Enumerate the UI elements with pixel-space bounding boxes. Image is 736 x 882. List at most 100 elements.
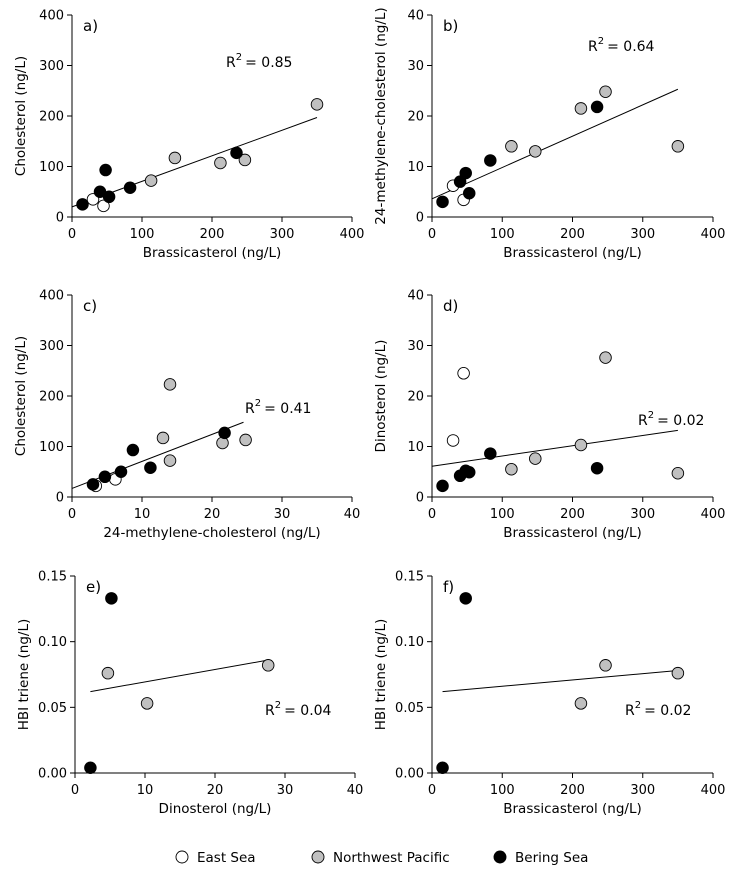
data-point-northwest-pacific xyxy=(140,697,154,710)
x-tick-label: 0 xyxy=(71,783,79,798)
x-tick-label: 100 xyxy=(490,507,515,522)
y-tick-label: 0.15 xyxy=(38,570,67,585)
data-point-northwest-pacific xyxy=(261,659,275,672)
regression-line xyxy=(90,659,269,693)
data-point-northwest-pacific xyxy=(216,436,229,450)
x-tick-label: 200 xyxy=(200,227,225,242)
data-point-bering-sea xyxy=(590,100,604,114)
y-tick-label: 30 xyxy=(407,339,424,354)
x-tick-label: 400 xyxy=(701,783,726,798)
legend-label: Northwest Pacific xyxy=(333,850,450,866)
x-tick-label: 300 xyxy=(630,507,655,522)
x-axis-label: Brassicasterol (ng/L) xyxy=(503,245,642,261)
x-tick-label: 30 xyxy=(277,783,294,798)
y-tick-label: 0 xyxy=(416,491,424,506)
regression-line xyxy=(71,421,244,489)
data-point-bering-sea xyxy=(484,447,497,460)
y-tick-label: 0 xyxy=(416,211,424,226)
y-tick-label: 300 xyxy=(39,59,64,74)
y-tick-label: 0.15 xyxy=(395,570,424,585)
data-point-northwest-pacific xyxy=(671,140,685,153)
x-tick-label: 40 xyxy=(344,507,361,522)
x-axis-label: Dinosterol (ng/L) xyxy=(159,801,272,817)
data-point-bering-sea xyxy=(436,195,449,209)
x-tick-label: 200 xyxy=(560,227,585,242)
data-point-bering-sea xyxy=(436,761,449,774)
data-point-northwest-pacific xyxy=(310,98,324,111)
y-tick-label: 30 xyxy=(407,59,424,74)
y-tick-label: 10 xyxy=(407,440,424,455)
data-point-northwest-pacific xyxy=(505,140,518,153)
data-point-northwest-pacific xyxy=(599,351,612,364)
y-tick-label: 0.00 xyxy=(38,767,67,782)
data-point-bering-sea xyxy=(76,198,89,211)
x-axis-label: 24-methylene-cholesterol (ng/L) xyxy=(103,525,320,541)
y-tick-label: 300 xyxy=(39,339,64,354)
data-point-northwest-pacific xyxy=(574,697,588,710)
y-tick-label: 400 xyxy=(39,289,64,304)
y-tick-label: 0.05 xyxy=(395,701,424,716)
legend-marker xyxy=(175,850,189,864)
y-axis-label: Dinosterol (ng/L) xyxy=(373,340,389,453)
r-squared-label: R2 = 0.64 xyxy=(588,36,655,55)
y-tick-label: 20 xyxy=(407,390,424,405)
x-tick-label: 400 xyxy=(701,227,726,242)
panel-f: 0 100 200 300 400 0.00 0.05 0.10 0.15 Brassicaste… xyxy=(373,570,725,818)
y-axis-label: Cholesterol (ng/L) xyxy=(13,336,29,456)
panel-label: e) xyxy=(86,578,101,596)
y-tick-label: 0.05 xyxy=(38,701,67,716)
x-tick-label: 0 xyxy=(428,227,436,242)
x-tick-label: 400 xyxy=(340,227,365,242)
y-tick-label: 200 xyxy=(39,110,64,125)
legend: East Sea Northwest Pacific Bering Sea xyxy=(175,850,588,866)
data-point-bering-sea xyxy=(86,478,100,491)
data-point-northwest-pacific xyxy=(671,666,685,680)
data-point-bering-sea xyxy=(459,592,472,605)
data-point-northwest-pacific xyxy=(163,454,177,467)
data-point-bering-sea xyxy=(218,426,231,440)
panel-label: f) xyxy=(443,578,454,596)
y-tick-label: 40 xyxy=(407,9,424,24)
y-axis-label: HBI triene (ng/L) xyxy=(373,619,389,730)
panel-a: 0 100 200 300 400 0 100 200 300 400 Brassicasterol… xyxy=(13,9,364,262)
data-point-bering-sea xyxy=(105,592,118,605)
y-tick-label: 100 xyxy=(39,440,64,455)
data-point-bering-sea xyxy=(102,190,116,204)
legend-label: Bering Sea xyxy=(515,850,588,866)
x-tick-label: 20 xyxy=(207,783,224,798)
legend-label: East Sea xyxy=(197,850,256,866)
panel-label: d) xyxy=(443,297,458,315)
data-point-northwest-pacific xyxy=(529,452,542,465)
panel-b: 0 100 200 300 400 0 10 20 30 40 Brassicasterol (ng… xyxy=(373,7,725,261)
data-point-east-sea xyxy=(457,367,470,380)
data-point-bering-sea xyxy=(453,175,467,188)
r-squared-label: R2 = 0.41 xyxy=(245,398,311,417)
data-point-northwest-pacific xyxy=(574,438,588,452)
data-point-bering-sea xyxy=(84,761,97,774)
x-tick-label: 0 xyxy=(428,507,436,522)
data-point-bering-sea xyxy=(126,443,140,457)
y-tick-label: 100 xyxy=(39,160,64,175)
y-axis-label: 24-methylene-cholesterol (ng/L) xyxy=(373,7,389,224)
legend-marker xyxy=(311,850,325,864)
data-point-northwest-pacific xyxy=(168,151,182,165)
x-axis-label: Brassicasterol (ng/L) xyxy=(503,525,642,541)
panel-label: a) xyxy=(83,17,98,35)
y-tick-label: 400 xyxy=(39,9,64,24)
data-point-northwest-pacific xyxy=(671,467,685,480)
r-squared-label: R2 = 0.04 xyxy=(265,700,332,719)
data-point-northwest-pacific xyxy=(238,153,252,167)
data-point-bering-sea xyxy=(590,461,604,475)
data-point-northwest-pacific xyxy=(156,431,170,445)
data-point-northwest-pacific xyxy=(239,433,252,447)
y-tick-label: 200 xyxy=(39,390,64,405)
panel-d: 0 100 200 300 400 0 10 20 30 40 Brassicasterol (ng… xyxy=(373,289,725,542)
x-tick-label: 100 xyxy=(130,227,155,242)
data-point-northwest-pacific xyxy=(214,156,227,170)
data-point-bering-sea xyxy=(144,461,157,474)
x-tick-label: 20 xyxy=(204,507,221,522)
x-tick-label: 30 xyxy=(274,507,291,522)
r-squared-label: R2 = 0.02 xyxy=(625,700,691,719)
data-point-northwest-pacific xyxy=(529,145,542,158)
